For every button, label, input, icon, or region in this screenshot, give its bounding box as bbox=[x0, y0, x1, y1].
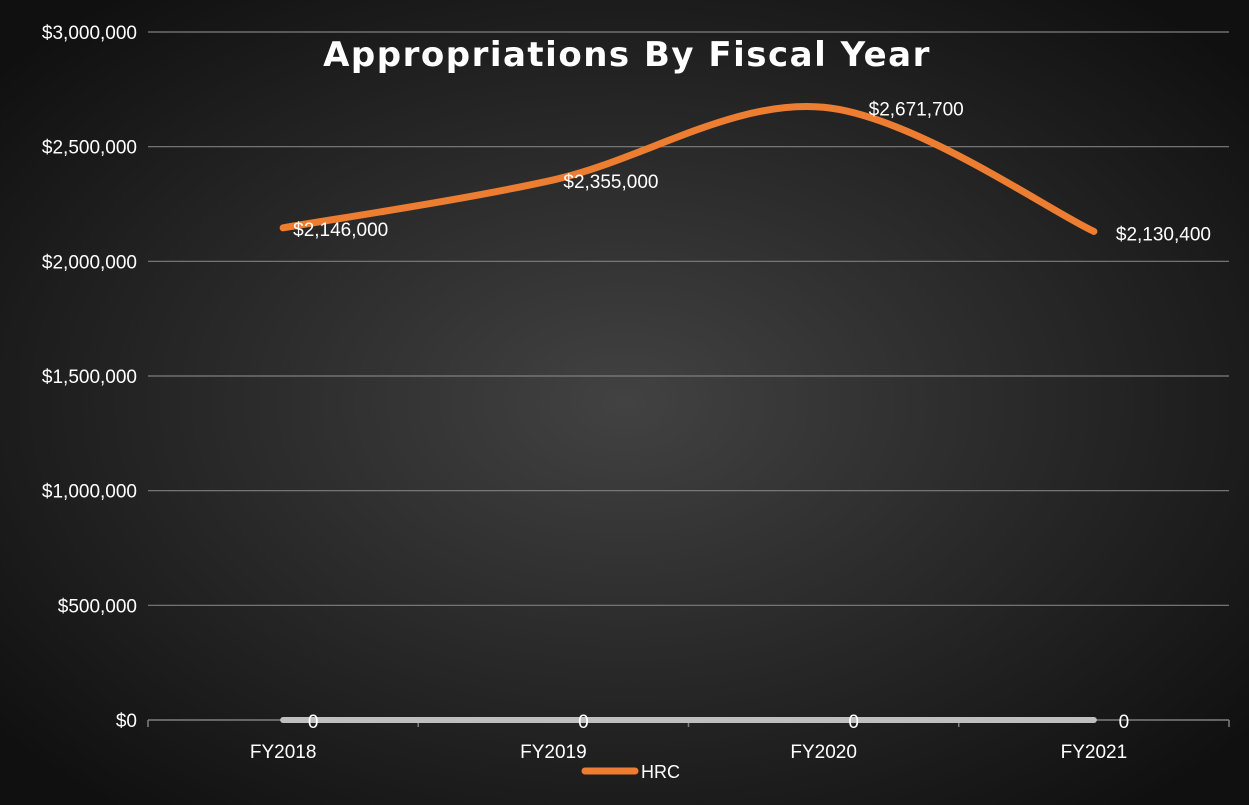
series-line-hrc bbox=[279, 102, 1098, 235]
data-label: 0 bbox=[1119, 712, 1130, 733]
y-tick-label: $1,500,000 bbox=[42, 367, 137, 388]
data-label: $2,130,400 bbox=[1116, 224, 1211, 245]
y-tick-label: $3,000,000 bbox=[42, 23, 137, 44]
legend: HRC bbox=[581, 762, 680, 782]
data-label: 0 bbox=[308, 712, 319, 733]
data-labels: 0 0 0 0 $2,146,000 $2,355,000 $2,671,700 $2,130… bbox=[293, 99, 1211, 733]
data-label: 0 bbox=[848, 712, 859, 733]
y-tick-label: $2,000,000 bbox=[42, 252, 137, 273]
gridlines bbox=[148, 31, 1229, 606]
y-tick-label: $2,500,000 bbox=[42, 138, 137, 159]
x-tick-label: FY2018 bbox=[250, 742, 317, 763]
legend-label: HRC bbox=[641, 762, 680, 782]
axes: $0 $500,000 $1,000,000 $1,500,000 $2,000,000… bbox=[42, 23, 1230, 763]
chart-title: Appropriations By Fiscal Year bbox=[323, 35, 931, 75]
x-tick-label: FY2019 bbox=[520, 742, 587, 763]
y-tick-label: $500,000 bbox=[58, 596, 137, 617]
data-label: $2,355,000 bbox=[563, 172, 658, 193]
y-tick-label: $0 bbox=[116, 711, 137, 732]
x-tick-label: FY2020 bbox=[790, 742, 857, 763]
data-label: $2,146,000 bbox=[293, 220, 388, 241]
data-label: $2,671,700 bbox=[869, 99, 964, 120]
data-label: 0 bbox=[578, 712, 589, 733]
x-tick-label: FY2021 bbox=[1061, 742, 1128, 763]
y-tick-label: $1,000,000 bbox=[42, 482, 137, 503]
series-lines bbox=[279, 102, 1098, 723]
